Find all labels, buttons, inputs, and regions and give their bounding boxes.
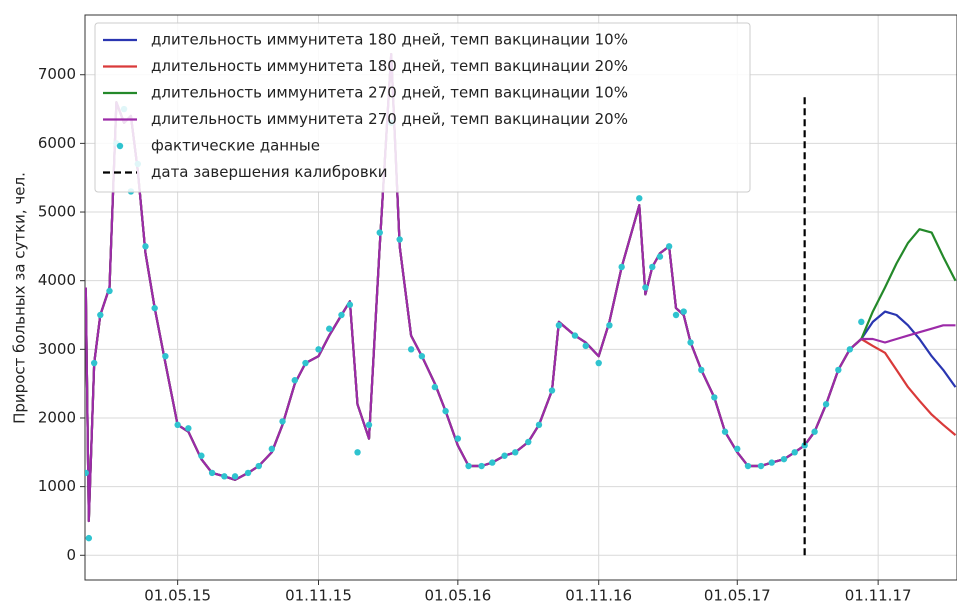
- legend-label: длительность иммунитета 180 дней, темп в…: [151, 57, 628, 75]
- data-point: [442, 407, 449, 415]
- data-point: [801, 442, 808, 449]
- legend-label: длительность иммунитета 270 дней, темп в…: [151, 110, 628, 128]
- data-point: [465, 462, 472, 470]
- x-tick-label: 01.11.15: [285, 587, 352, 602]
- data-point: [618, 263, 625, 271]
- data-point: [791, 449, 798, 456]
- legend-label: длительность иммунитета 270 дней, темп в…: [151, 84, 628, 102]
- data-point: [106, 287, 113, 295]
- data-point: [649, 263, 656, 271]
- y-tick-label: 0: [66, 546, 76, 564]
- data-point: [208, 469, 216, 477]
- data-point: [162, 352, 169, 360]
- data-point: [346, 301, 354, 308]
- data-point: [376, 229, 383, 236]
- data-point: [85, 534, 93, 542]
- data-point: [512, 449, 519, 456]
- y-tick-label: 6000: [38, 134, 76, 152]
- data-point: [698, 366, 705, 374]
- legend-label: дата завершения калибровки: [151, 163, 388, 181]
- data-point: [231, 473, 239, 480]
- data-point: [315, 346, 322, 353]
- data-point: [822, 401, 830, 408]
- data-point: [501, 452, 508, 459]
- data-point: [302, 359, 309, 367]
- data-point: [142, 243, 149, 250]
- data-point: [835, 366, 842, 374]
- data-point: [642, 284, 649, 291]
- data-point: [396, 236, 403, 243]
- data-point: [680, 308, 687, 315]
- y-tick-label: 5000: [38, 203, 76, 221]
- data-point: [757, 462, 765, 470]
- data-point: [665, 243, 673, 250]
- y-tick-label: 2000: [38, 408, 76, 426]
- data-point: [478, 462, 485, 470]
- data-point: [721, 428, 729, 435]
- data-point: [365, 421, 373, 429]
- data-point: [768, 459, 775, 466]
- data-point: [811, 428, 818, 435]
- data-point: [268, 445, 276, 453]
- data-point: [244, 469, 252, 477]
- data-point: [221, 473, 228, 480]
- data-point: [97, 311, 104, 319]
- data-point: [198, 452, 205, 459]
- data-point: [407, 346, 415, 353]
- data-point: [582, 342, 589, 350]
- data-point: [431, 383, 439, 391]
- data-point: [780, 455, 788, 463]
- data-point: [85, 469, 89, 477]
- data-point: [418, 352, 426, 360]
- data-point: [326, 325, 333, 332]
- data-point: [656, 253, 664, 260]
- data-point: [672, 311, 680, 319]
- data-point: [555, 322, 563, 329]
- data-point: [636, 195, 643, 202]
- data-point: [846, 346, 854, 353]
- data-point: [571, 332, 579, 339]
- data-point: [711, 394, 718, 401]
- data-point: [606, 322, 613, 329]
- data-point: [454, 435, 462, 442]
- data-point: [291, 377, 298, 384]
- data-point: [687, 339, 694, 346]
- data-point: [354, 449, 361, 456]
- data-point: [734, 445, 741, 453]
- x-tick-label: 01.05.15: [144, 587, 211, 602]
- y-tick-label: 7000: [38, 65, 76, 83]
- data-point: [595, 359, 602, 367]
- legend-box: [94, 22, 751, 193]
- legend-marker: [116, 142, 124, 150]
- x-tick-label: 01.11.16: [565, 587, 632, 602]
- data-point: [338, 311, 345, 319]
- data-point: [535, 421, 543, 429]
- x-tick-label: 01.05.16: [424, 587, 491, 602]
- data-point: [151, 304, 158, 312]
- y-tick-label: 3000: [38, 340, 76, 358]
- legend-label: длительность иммунитета 180 дней, темп в…: [151, 31, 628, 49]
- y-tick-label: 1000: [38, 477, 76, 495]
- data-point: [90, 359, 98, 367]
- y-tick-label: 4000: [38, 271, 76, 289]
- y-axis-label: Прирост больных за сутки, чел.: [11, 172, 29, 424]
- legend-label: фактические данные: [151, 137, 320, 155]
- data-point: [489, 459, 496, 466]
- data-point: [858, 318, 865, 326]
- data-point: [744, 462, 752, 470]
- data-point: [279, 418, 286, 425]
- data-point: [548, 387, 556, 394]
- x-tick-label: 01.05.17: [704, 587, 771, 602]
- data-point: [525, 438, 532, 446]
- data-point: [174, 421, 181, 429]
- data-point: [255, 462, 262, 470]
- x-tick-label: 01.11.17: [845, 587, 912, 602]
- data-point: [185, 425, 192, 432]
